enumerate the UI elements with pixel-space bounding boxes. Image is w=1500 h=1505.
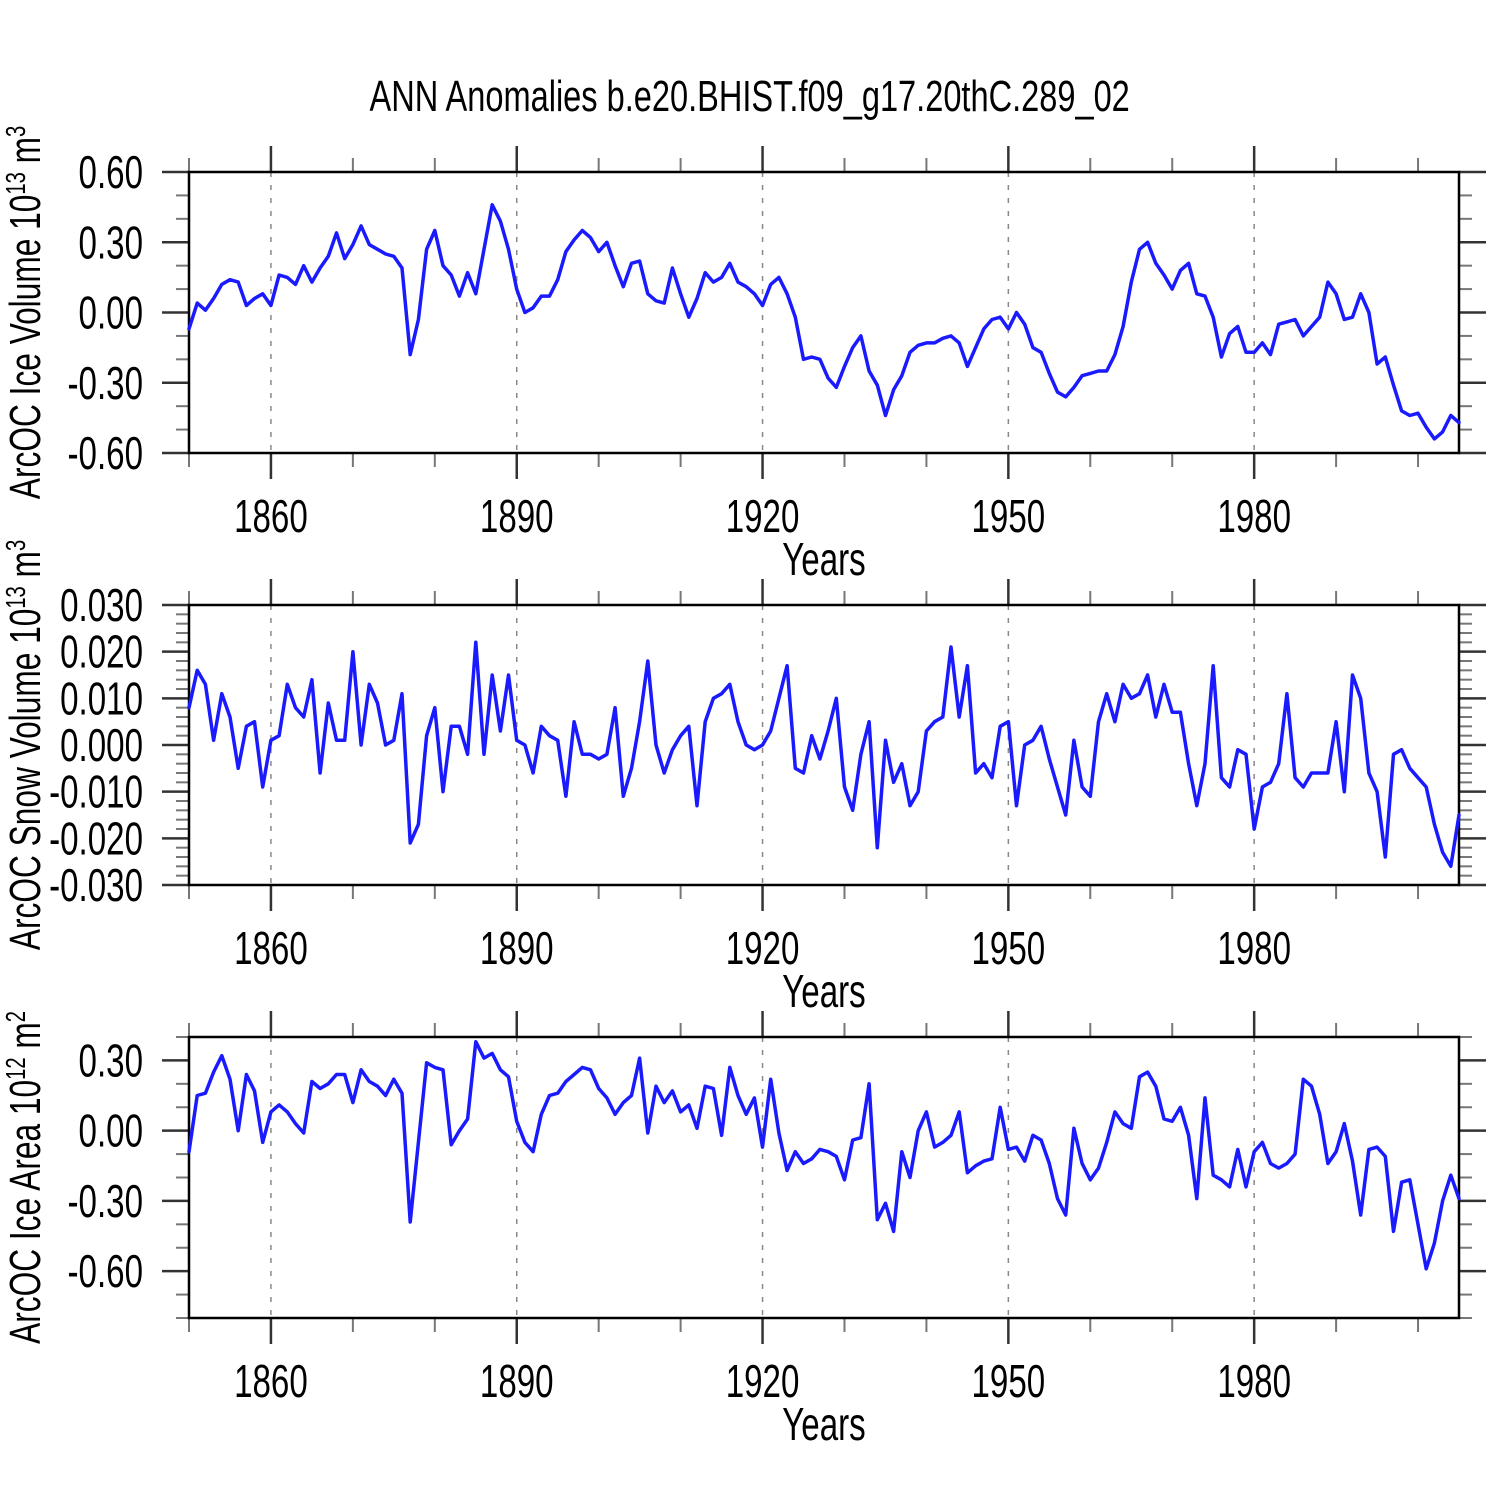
- plot-frame: [187, 1035, 1461, 1320]
- panel-2: 1860 1890 1920 1950 1980 0.0300.0200.0100.000…: [1, 540, 1486, 1017]
- x-tick-label: 1980: [1217, 1357, 1291, 1407]
- y-tick-label: 0.010: [60, 674, 143, 724]
- x-tick-label: 1920: [726, 924, 800, 974]
- x-tick-label: 1890: [480, 492, 554, 542]
- figure-title-text: ANN Anomalies b.e20.BHIST.f09_g17.20thC.…: [369, 72, 1131, 121]
- y-tick-label: 0.60: [79, 148, 143, 198]
- x-tick-label: 1950: [972, 492, 1046, 542]
- plot-frame: [187, 170, 1461, 455]
- y-tick-label: -0.030: [49, 861, 143, 911]
- y-tick-label: 0.00: [79, 1106, 143, 1156]
- y-axis-title: ArcOC Snow Volume 1013 m3: [1, 540, 50, 950]
- y-tick-label: -0.010: [49, 767, 143, 817]
- x-tick-label: 1890: [480, 924, 554, 974]
- y-tick-label: 0.000: [60, 721, 143, 771]
- panel-3: 1860 1890 1920 1950 1980 0.30 0.00 -0.30 -0.60 Ye…: [1, 1011, 1486, 1450]
- x-tick-label: 1920: [726, 492, 800, 542]
- x-tick-label: 1860: [234, 1357, 308, 1407]
- series-line: [187, 1039, 1461, 1271]
- y-axis-title: ArcOC Ice Area 1012 m2: [1, 1011, 50, 1344]
- x-axis-title: Years: [782, 967, 865, 1017]
- figure-title: ANN Anomalies b.e20.BHIST.f09_g17.20thC.…: [0, 72, 1500, 122]
- y-axis-title: ArcOC Ice Volume 1013 m3: [1, 126, 50, 499]
- x-tick-label: 1860: [234, 492, 308, 542]
- y-tick-label: 0.30: [79, 1036, 143, 1086]
- y-tick-label: 0.30: [79, 218, 143, 268]
- series-line: [187, 203, 1461, 441]
- y-tick-label: 0.030: [60, 581, 143, 631]
- x-axis-title: Years: [782, 1400, 865, 1450]
- x-tick-label: 1890: [480, 1357, 554, 1407]
- x-tick-label: 1980: [1217, 924, 1291, 974]
- y-tick-label: -0.30: [68, 359, 143, 409]
- y-tick-label: 0.020: [60, 627, 143, 677]
- x-tick-label: 1950: [972, 924, 1046, 974]
- y-tick-label: -0.020: [49, 814, 143, 864]
- x-tick-label: 1980: [1217, 492, 1291, 542]
- y-tick-label: -0.60: [68, 1247, 143, 1297]
- x-tick-label: 1920: [726, 1357, 800, 1407]
- panel-1: 1860 1890 1920 1950 1980 0.60 0.30 0.00 -0.30 -0.…: [1, 126, 1486, 585]
- x-tick-label: 1950: [972, 1357, 1046, 1407]
- x-tick-label: 1860: [234, 924, 308, 974]
- y-tick-label: -0.30: [68, 1177, 143, 1227]
- x-axis-title: Years: [782, 535, 865, 585]
- y-tick-label: -0.60: [68, 429, 143, 479]
- y-tick-label: 0.00: [79, 288, 143, 338]
- plot-frame: [187, 603, 1461, 887]
- series-line: [187, 640, 1461, 869]
